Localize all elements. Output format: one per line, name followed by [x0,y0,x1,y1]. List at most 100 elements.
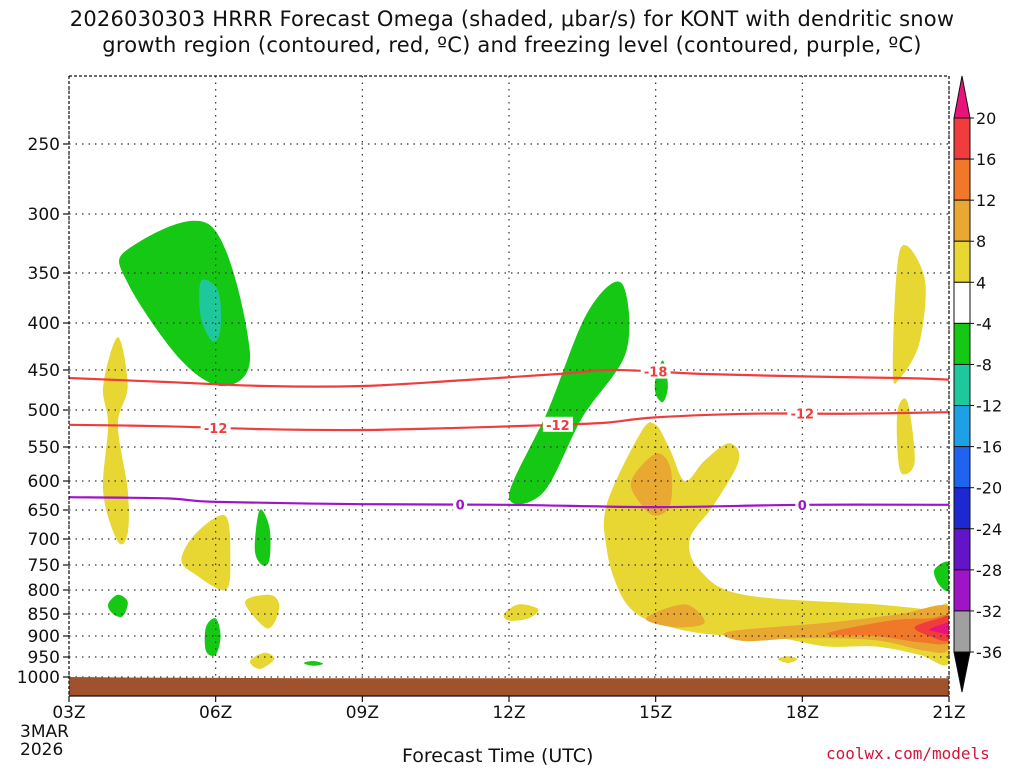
colorbar-label-1: 16 [976,150,996,169]
contour-label-bg-dgz-minus12-c [787,405,818,421]
ytick-label-300: 300 [28,205,60,225]
colorbar-top-triangle [953,75,971,119]
contour-label-freezing-level-b: 0 [798,499,807,514]
contour-label-freezing-level: 0 [456,499,465,514]
contour-label-dgz-minus18: -18 [644,366,668,381]
omega-region-yellow-07z-850 [244,594,280,629]
colorbar-label-4: 4 [976,273,986,292]
colorbar-swatch-4 [953,281,971,324]
omega-region-orange-18z-band [723,605,949,653]
ytick-label-1000: 1000 [17,668,60,688]
omega-region-green-upper-06z [119,220,251,387]
colorbar-swatch-1 [953,158,971,201]
colorbar-swatch-2 [953,199,971,242]
colorbar-label-3: 8 [976,232,986,251]
surface-terrain [69,677,949,696]
omega-region-yellow-07z-950 [249,652,275,670]
pressure-axis: 2503003504004505005506006507007508008509… [17,135,69,688]
omega-shaded-regions [102,220,949,670]
surface-ground [69,677,949,696]
ytick-label-850: 850 [28,605,60,625]
colorbar-swatch-9 [953,487,971,530]
ytick-label-950: 950 [28,648,60,668]
xtick-label-09Z: 09Z [346,703,379,723]
contour-label-dgz-minus12-c: -12 [791,408,815,423]
ytick-label-750: 750 [28,556,60,576]
chart-title-line-1: 2026030303 HRRR Forecast Omega (shaded, … [69,7,955,31]
xtick-label-12Z: 12Z [492,703,525,723]
colorbar-label-7: -12 [976,397,1002,416]
colorbar-label-5: -4 [976,314,992,333]
ytick-label-550: 550 [28,438,60,458]
omega-region-green-12z-column [508,281,630,505]
omega-region-green-04z-830 [107,594,128,617]
contour-dgz-minus18 [69,368,949,388]
contour-label-dgz-minus12: -12 [204,422,228,437]
omega-colorbar: 20 16 12 8 4 -4 -8 -12 -16 -20 -24 -28 -32 -36 [953,75,1002,693]
start-date-year: 2026 [20,740,64,760]
ytick-label-650: 650 [28,501,60,521]
omega-region-green-07z-small [254,509,271,566]
contour-label-bg-freezing-level [453,496,468,512]
omega-region-magenta-21z [929,622,949,635]
omega-region-green-21z-edge [933,561,949,592]
colorbar-label-12: -32 [976,602,1002,621]
colorbar-label-13: -36 [976,643,1002,662]
ytick-label-800: 800 [28,581,60,601]
start-date-day: 3MAR [20,722,69,742]
colorbar-swatch-3 [953,240,971,283]
colorbar-swatch-5 [953,322,971,365]
colorbar-label-2: 12 [976,191,996,210]
omega-region-green-06z-900 [204,618,221,656]
omega-region-green-08z-960 [303,660,324,666]
xtick-label-21Z: 21Z [932,703,965,723]
colorbar-swatch-12 [953,610,971,653]
ytick-label-500: 500 [28,401,60,421]
colorbar-swatch-8 [953,446,971,489]
ytick-label-250: 250 [28,135,60,155]
omega-region-yellow-20z-lower [896,398,915,475]
colorbar-label-11: -28 [976,561,1002,580]
ytick-label-900: 900 [28,627,60,647]
chart-title: 2026030303 HRRR Forecast Omega (shaded, … [0,6,1024,58]
source-credit: coolwx.com/models [826,744,990,763]
colorbar-swatch-0 [953,117,971,160]
omega-region-orange-dark-21z [826,614,949,645]
ytick-label-600: 600 [28,472,60,492]
colorbar-swatch-7 [953,405,971,448]
omega-region-orange-14z [630,453,673,516]
contour-label-bg-dgz-minus12 [200,419,231,435]
xtick-label-15Z: 15Z [639,703,672,723]
chart-title-line-2: growth region (contoured, red, ºC) and f… [102,33,922,57]
colorbar-swatch-11 [953,569,971,612]
contour-label-bg-dgz-minus12-b [542,416,573,432]
contour-label-dgz-minus12-b: -12 [546,419,570,434]
xtick-label-06Z: 06Z [199,703,232,723]
contour-label-bg-dgz-minus18 [640,363,671,379]
colorbar-label-10: -24 [976,520,1002,539]
omega-region-yellow-20z-upper [892,245,926,384]
colorbar-swatch-10 [953,528,971,571]
colorbar-swatch-6 [953,363,971,407]
ytick-label-700: 700 [28,530,60,550]
colorbar-label-6: -8 [976,355,992,374]
colorbar-label-9: -20 [976,479,1002,498]
colorbar-label-0: 20 [976,109,996,128]
colorbar-label-8: -16 [976,438,1002,457]
colorbar-bottom-triangle [953,651,971,693]
contour-label-bg-freezing-level-b [795,496,810,512]
xtick-label-03Z: 03Z [52,703,85,723]
omega-region-yellow-06z-low [181,514,231,591]
x-axis-label: Forecast Time (UTC) [402,745,594,767]
xtick-label-18Z: 18Z [786,703,819,723]
plot-area [69,76,949,696]
omega-region-yellow-17z-950 [777,656,798,663]
omega-region-orange-15z-low [645,604,705,628]
time-axis: 03Z 06Z 09Z 12Z 15Z 18Z 21Z [52,696,966,723]
omega-region-yellow-14z-plume [603,422,949,666]
ytick-label-350: 350 [28,264,60,284]
omega-region-yellow-12z-840 [503,604,539,621]
omega-region-yellow-04z-column [102,337,129,545]
temperature-contours: -18 -12 -12 -12 0 0 [69,363,949,514]
